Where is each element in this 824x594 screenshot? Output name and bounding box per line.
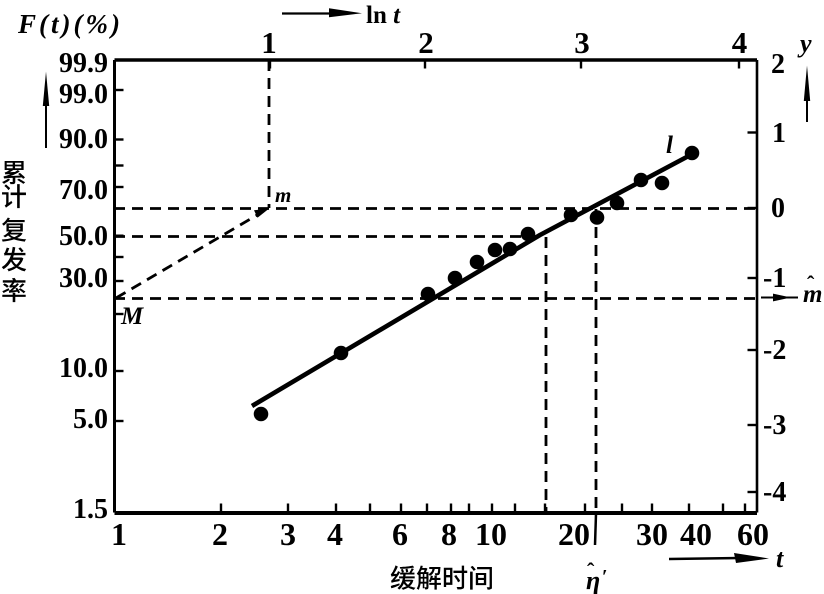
svg-text:40: 40 bbox=[680, 516, 712, 552]
svg-text:ˆ: ˆ bbox=[587, 558, 595, 583]
svg-text:8: 8 bbox=[441, 516, 457, 552]
svg-text:90.0: 90.0 bbox=[59, 124, 108, 155]
svg-text:2: 2 bbox=[212, 516, 228, 552]
svg-text:-3: -3 bbox=[763, 410, 786, 441]
svg-text:1: 1 bbox=[772, 118, 786, 149]
svg-text:2: 2 bbox=[418, 25, 434, 60]
svg-text:F(t)(%): F(t)(%) bbox=[17, 9, 123, 39]
svg-text:-4: -4 bbox=[763, 477, 786, 508]
svg-text:60: 60 bbox=[737, 516, 769, 552]
svg-text:m: m bbox=[275, 183, 291, 207]
svg-text:5.0: 5.0 bbox=[73, 404, 108, 435]
svg-text:6: 6 bbox=[392, 516, 408, 552]
svg-text:t: t bbox=[776, 544, 784, 573]
svg-text:99.9: 99.9 bbox=[59, 48, 108, 79]
svg-text:ˆ: ˆ bbox=[807, 271, 815, 296]
svg-text:0: 0 bbox=[771, 193, 785, 224]
svg-text:3: 3 bbox=[280, 516, 296, 552]
svg-text:ln t: ln t bbox=[366, 2, 401, 29]
svg-text:1: 1 bbox=[261, 25, 277, 60]
svg-text:10: 10 bbox=[475, 516, 507, 552]
svg-text:20: 20 bbox=[558, 516, 590, 552]
svg-text:l: l bbox=[666, 132, 673, 159]
svg-text:-2: -2 bbox=[763, 335, 786, 366]
svg-text:3: 3 bbox=[574, 25, 590, 60]
svg-text:η: η bbox=[586, 566, 600, 594]
svg-text:70.0: 70.0 bbox=[59, 175, 108, 206]
svg-text:10.0: 10.0 bbox=[59, 353, 108, 384]
svg-text:4: 4 bbox=[732, 25, 748, 60]
svg-text:30: 30 bbox=[636, 516, 668, 552]
svg-text:-1: -1 bbox=[763, 263, 786, 294]
svg-text:1: 1 bbox=[111, 516, 127, 552]
svg-text:50.0: 50.0 bbox=[59, 221, 108, 252]
svg-text:M: M bbox=[120, 303, 144, 330]
svg-text:99.0: 99.0 bbox=[59, 79, 108, 110]
svg-text:4: 4 bbox=[327, 516, 343, 552]
svg-text:30.0: 30.0 bbox=[59, 263, 108, 294]
svg-text:2: 2 bbox=[771, 49, 785, 80]
svg-text:y: y bbox=[797, 29, 812, 58]
svg-text:′: ′ bbox=[602, 566, 608, 588]
svg-text:1.5: 1.5 bbox=[73, 494, 108, 525]
svg-text:m: m bbox=[803, 281, 822, 308]
